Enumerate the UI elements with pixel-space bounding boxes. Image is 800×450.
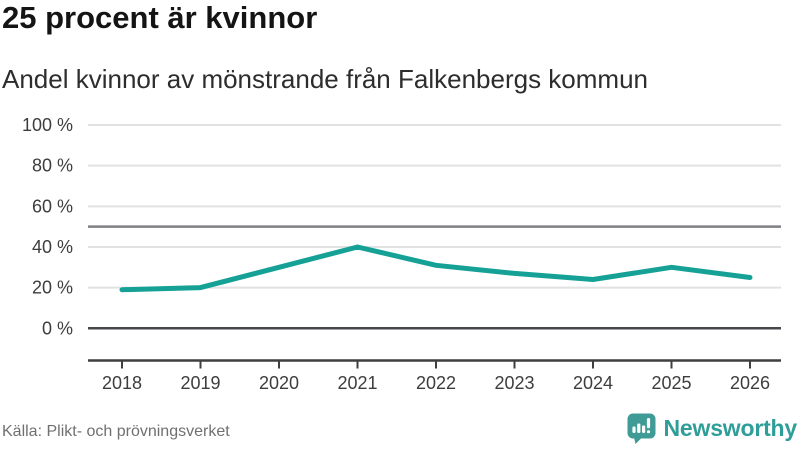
newsworthy-logo-icon — [627, 413, 656, 444]
chart-title: 25 procent är kvinnor — [2, 0, 318, 35]
y-axis-tick-label: 0 % — [42, 318, 73, 338]
x-axis-tick-label: 2024 — [573, 373, 613, 393]
data-line-share-of-women — [119, 244, 753, 293]
source-note: Källa: Plikt- och prövningsverket — [2, 423, 230, 440]
x-axis-tick-labels: 2018 2019 2020 2021 2022 2023 2024 2025 2026 — [102, 373, 770, 393]
y-axis-tick-label: 40 % — [32, 237, 73, 257]
y-axis-tick-label: 100 % — [22, 115, 73, 135]
x-axis — [88, 359, 781, 369]
y-axis-tick-labels: 100 % 80 % 60 % 40 % 20 % 0 % — [22, 115, 73, 338]
x-axis-tick-label: 2019 — [180, 373, 220, 393]
x-axis-tick-label: 2018 — [102, 373, 142, 393]
x-axis-tick-label: 2021 — [337, 373, 377, 393]
y-axis-tick-label: 80 % — [32, 156, 73, 176]
newsworthy-logo-text: Newsworthy — [663, 414, 798, 441]
y-axis-tick-label: 60 % — [32, 196, 73, 216]
newsworthy-logo: Newsworthy — [627, 412, 797, 444]
x-axis-tick-label: 2022 — [416, 373, 456, 393]
x-axis-tick-label: 2023 — [494, 373, 534, 393]
x-axis-tick-label: 2026 — [730, 373, 770, 393]
y-axis-tick-label: 20 % — [32, 278, 73, 298]
zero-and-reference-lines — [88, 225, 781, 330]
chart-subtitle: Andel kvinnor av mönstrande från Falkenb… — [2, 64, 648, 94]
x-axis-tick-label: 2020 — [259, 373, 299, 393]
x-axis-tick-label: 2025 — [651, 373, 691, 393]
